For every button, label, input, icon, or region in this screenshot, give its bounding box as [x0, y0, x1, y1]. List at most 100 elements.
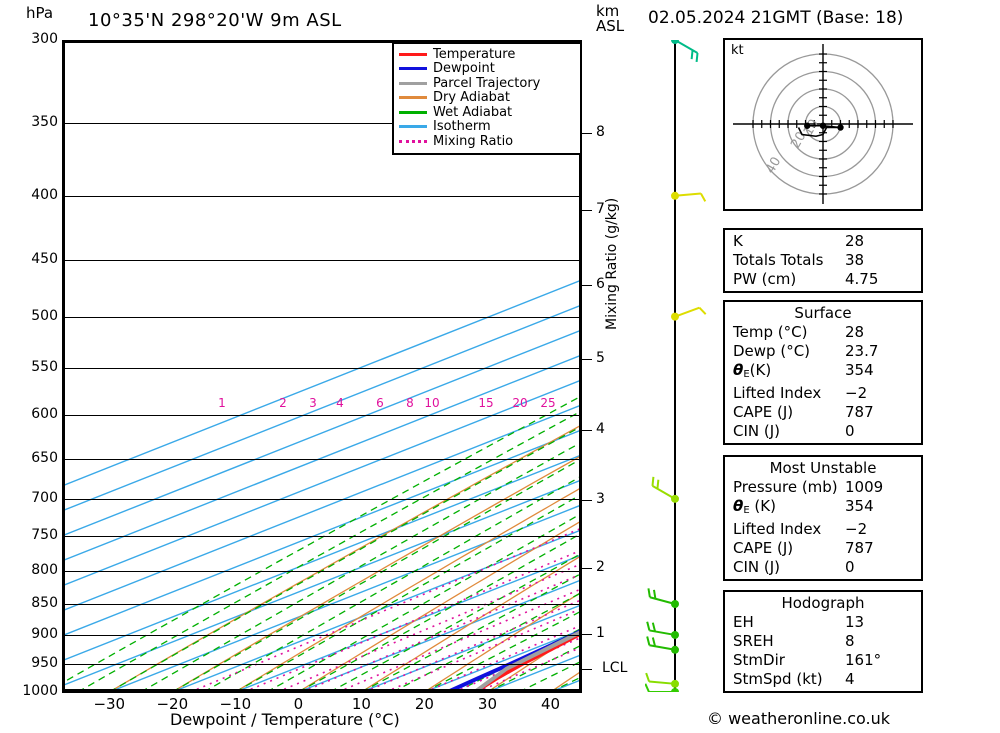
- pressure-gridline: [62, 368, 582, 370]
- most-unstable-heading: Most Unstable: [769, 459, 877, 477]
- hodograph-stat-heading: Hodograph: [781, 594, 865, 612]
- hodograph-ring-label: 40: [763, 155, 784, 177]
- height-tick: [582, 132, 592, 134]
- surface-key: Lifted Index: [733, 384, 822, 402]
- plot-frame: [62, 40, 582, 692]
- height-tick: [582, 359, 592, 361]
- surface-row: Dewp (°C) 23.7: [725, 342, 921, 361]
- most-unstable-value: 0: [845, 558, 855, 576]
- temperature-tick-labels: −30 −20 −10 0 10 20 30 40: [0, 695, 640, 719]
- wind-barb-feather: [645, 672, 651, 682]
- legend-item: Wet Adiabat: [399, 105, 575, 120]
- most-unstable-key: Pressure (mb): [733, 478, 838, 496]
- pressure-gridline: [62, 259, 582, 261]
- legend-swatch: [399, 110, 427, 114]
- hodograph-stat-key: SREH: [733, 632, 774, 650]
- hodograph-stat-row: EH 13: [725, 613, 921, 632]
- wind-barb-shaft: [674, 192, 701, 197]
- indices-box: K 28 Totals Totals 38 PW (cm) 4.75: [723, 228, 923, 293]
- most-unstable-value: 1009: [845, 478, 884, 496]
- hodograph-stat-key: StmSpd (kt): [733, 670, 823, 688]
- mixing-ratio-label: 4: [336, 396, 344, 410]
- wind-barb-shaft: [674, 39, 699, 54]
- index-key: K: [733, 232, 743, 250]
- surface-row: Temp (°C) 28: [725, 323, 921, 342]
- hodograph-stat-value: 161°: [845, 651, 882, 669]
- mixing-ratio-label: 6: [376, 396, 384, 410]
- isotherm-line: [62, 379, 582, 587]
- pressure-gridline: [62, 692, 582, 693]
- temperature-tick-label: −20: [156, 695, 189, 713]
- wind-barb-shaft: [674, 306, 700, 318]
- station-title: 10°35'N 298°20'W 9m ASL: [88, 10, 342, 31]
- most-unstable-row: Lifted Index −2: [725, 520, 921, 539]
- most-unstable-key: θE (K): [733, 497, 776, 516]
- height-tick: [582, 210, 592, 212]
- wet-adiabat-line: [424, 609, 582, 692]
- wind-barb-feather: [695, 52, 699, 63]
- mixing-ratio-line: [476, 646, 582, 692]
- pressure-gridline: [62, 634, 582, 636]
- legend: Temperature Dewpoint Parcel Trajectory Dry …: [392, 42, 582, 155]
- dry-adiabat-line: [424, 591, 582, 692]
- index-value: 38: [845, 251, 865, 269]
- mixing-ratio-line: [424, 624, 582, 692]
- wind-barb-feather: [652, 589, 657, 599]
- most-unstable-value: 354: [845, 497, 874, 515]
- isotherm-line: [62, 404, 582, 612]
- pressure-tick-label: 550: [31, 359, 58, 376]
- index-value: 4.75: [845, 270, 879, 288]
- surface-row: θE(K) 354: [725, 361, 921, 384]
- pressure-gridline: [62, 536, 582, 538]
- wind-barb-feather: [647, 588, 651, 598]
- pressure-tick-label: 500: [31, 307, 58, 324]
- wind-barb-feather: [698, 307, 707, 315]
- wind-barb-feather: [651, 622, 656, 632]
- legend-item: Temperature: [399, 47, 575, 62]
- pressure-tick-label: 400: [31, 186, 58, 203]
- most-unstable-row: CAPE (J) 787: [725, 539, 921, 558]
- hodograph-stat-value: 4: [845, 670, 855, 688]
- isotherm-line: [109, 503, 582, 692]
- hodograph-stat-row: StmSpd (kt) 4: [725, 670, 921, 689]
- mixing-ratio-label: 15: [478, 396, 494, 410]
- pressure-tick-label: 600: [31, 406, 58, 423]
- most-unstable-key: CIN (J): [733, 558, 781, 576]
- legend-swatch: [399, 81, 427, 85]
- isotherm-line: [62, 453, 582, 662]
- wet-adiabat-line: [298, 532, 582, 692]
- legend-item: Dry Adiabat: [399, 91, 575, 106]
- mixing-ratio-label: 25: [540, 396, 556, 410]
- wet-adiabat-line: [62, 394, 582, 684]
- isotherm-line: [298, 578, 582, 692]
- date-title: 02.05.2024 21GMT (Base: 18): [648, 8, 904, 28]
- pressure-gridline: [62, 195, 582, 197]
- hodograph-unit-label: kt: [731, 43, 744, 58]
- pressure-gridline: [62, 498, 582, 500]
- wind-barb-shaft: [649, 629, 676, 636]
- surface-box: Surface Temp (°C) 28 Dewp (°C) 23.7 θE(K) 354 L…: [723, 300, 923, 445]
- legend-swatch: [399, 96, 427, 100]
- pressure-gridline: [62, 415, 582, 417]
- surface-value: 787: [845, 403, 874, 421]
- wind-barb-shaft: [649, 596, 676, 605]
- index-row: K 28: [725, 232, 921, 251]
- hodograph-stat-key: StmDir: [733, 651, 785, 669]
- height-tick-label: 6: [596, 276, 605, 293]
- wind-barb-shaft: [649, 644, 676, 651]
- legend-item: Isotherm: [399, 120, 575, 135]
- pressure-gridline: [62, 458, 582, 460]
- pressure-gridline: [62, 664, 582, 666]
- wet-adiabat-line: [266, 512, 582, 692]
- most-unstable-box: Most Unstable Pressure (mb) 1009 θE (K) 354 L…: [723, 455, 923, 581]
- index-key: PW (cm): [733, 270, 797, 288]
- legend-swatch: [399, 125, 427, 129]
- legend-label: Parcel Trajectory: [433, 75, 541, 91]
- mixing-ratio-labels: 1 2 3 4 6 8 10 15 20 25: [62, 396, 582, 412]
- surface-key: CIN (J): [733, 422, 781, 440]
- height-tick-label: 1: [596, 625, 605, 642]
- most-unstable-row: θE (K) 354: [725, 497, 921, 520]
- lcl-label: LCL: [602, 659, 628, 676]
- surface-value: 23.7: [845, 342, 879, 360]
- most-unstable-row: CIN (J) 0: [725, 558, 921, 577]
